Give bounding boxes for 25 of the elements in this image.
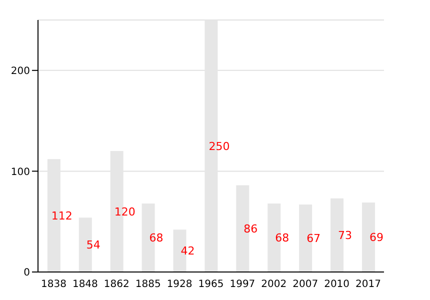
data-label: 73 [338,229,352,242]
x-tick-label: 1862 [104,279,130,290]
x-tick-label: 2010 [324,279,350,290]
data-label: 54 [86,238,100,252]
data-label: 86 [244,222,258,236]
x-tick-label: 2002 [261,279,287,290]
data-label: 112 [51,209,72,222]
x-tick-label: 2017 [356,279,381,290]
x-tick-label: 1885 [135,279,161,290]
x-tick-label: 1928 [166,279,192,290]
data-label: 250 [208,140,230,153]
data-label: 120 [114,205,136,218]
data-label: 68 [275,232,290,245]
y-tick-label: 200 [10,66,30,77]
data-label: 67 [306,232,321,246]
data-label: 69 [369,231,384,244]
x-tick-label: 2007 [292,279,318,290]
x-tick-label: 1965 [198,279,224,290]
x-tick-label: 1838 [41,279,66,290]
data-label: 68 [149,232,164,245]
x-tick-label: 1997 [230,279,256,290]
data-label: 42 [180,244,195,258]
y-tick-label: 100 [10,166,30,178]
x-tick-label: 1848 [72,279,98,290]
y-tick-label: 0 [24,268,30,279]
